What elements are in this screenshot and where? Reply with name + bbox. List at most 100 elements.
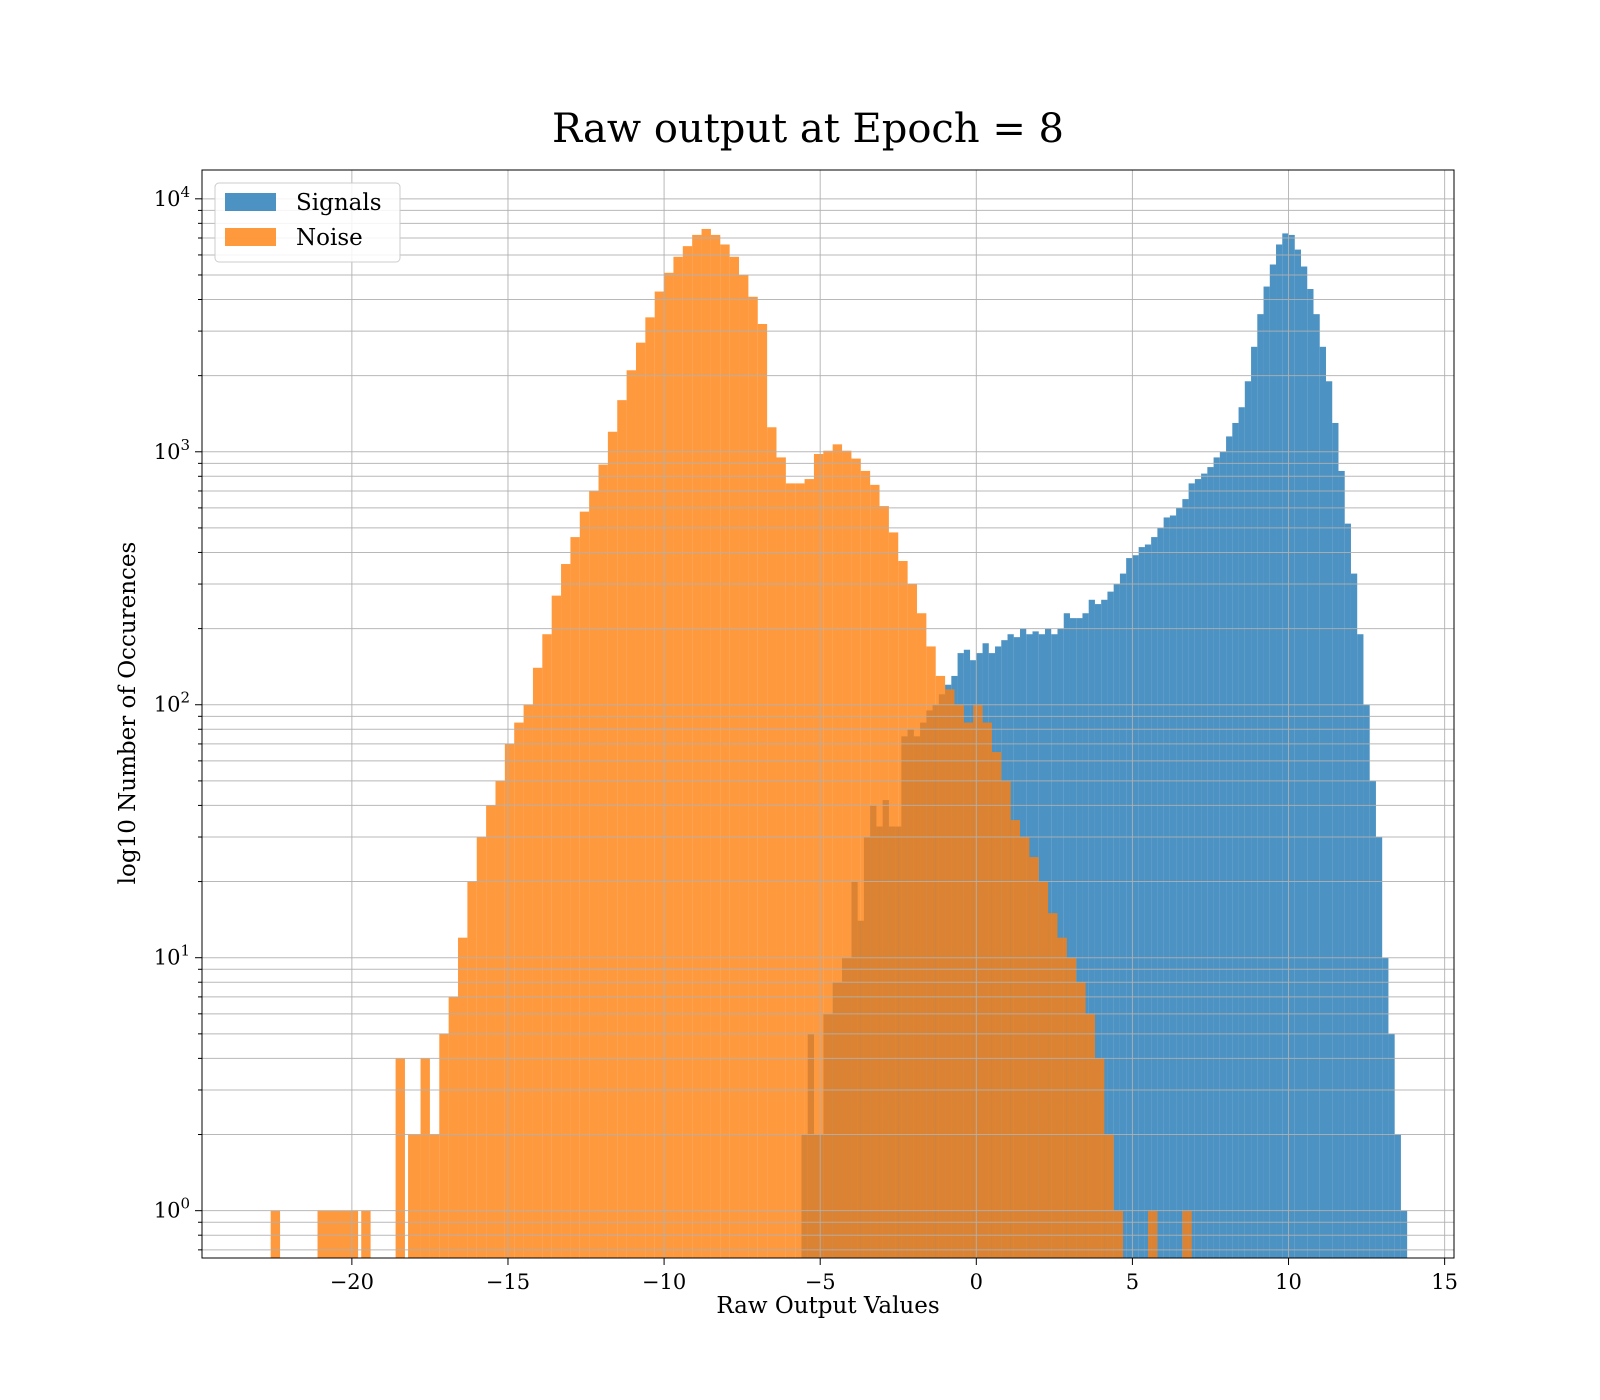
- bar-noise-23: [579, 511, 590, 1258]
- bar-noise-14: [495, 780, 505, 1258]
- bar-noise-75: [1066, 957, 1077, 1258]
- bar-signals-68: [1238, 407, 1245, 1258]
- bar-noise-61: [935, 675, 946, 1258]
- ticks-layer: −20 −15 −10 −5 0 5 10 15 100 101 102 103 104: [154, 183, 1458, 1294]
- grid-layer: [202, 170, 1454, 1258]
- bar-noise-47: [804, 479, 814, 1259]
- bar-signals-76: [1288, 234, 1295, 1258]
- bar-noise-31: [654, 291, 665, 1258]
- x-tick-label-2: −10: [642, 1270, 686, 1294]
- bar-noise-33: [673, 256, 683, 1258]
- bar-noise-73: [1048, 913, 1058, 1258]
- bar-noise-53: [860, 470, 871, 1258]
- legend: Signals Noise: [214, 182, 401, 263]
- y-tick-label-2: 102: [154, 689, 190, 717]
- bar-noise-12: [476, 837, 487, 1258]
- legend-label-noise: Noise: [296, 225, 363, 251]
- bar-signals-79: [1307, 289, 1314, 1258]
- bar-signals-87: [1357, 634, 1364, 1258]
- bar-noise-2: [342, 1210, 359, 1258]
- bar-noise-68: [1001, 780, 1011, 1258]
- bar-signals-43: [1082, 613, 1089, 1258]
- bar-signals-40: [1063, 613, 1070, 1258]
- bar-noise-80: [1113, 1210, 1124, 1258]
- y-tick-label-0: 100: [154, 1195, 190, 1223]
- bar-signals-60: [1188, 483, 1195, 1258]
- bar-signals-91: [1382, 957, 1389, 1258]
- bar-noise-66: [982, 722, 992, 1258]
- plot-frame: [201, 169, 1455, 1259]
- bar-noise-81: [1148, 1210, 1158, 1258]
- bar-noise-44: [776, 457, 786, 1258]
- bar-noise-18: [532, 667, 543, 1258]
- bar-noise-7: [429, 1134, 440, 1258]
- bar-signals-89: [1369, 780, 1376, 1258]
- bar-noise-37: [710, 234, 721, 1258]
- bar-noise-16: [514, 722, 524, 1258]
- bar-signals-41: [1069, 618, 1077, 1258]
- bar-signals-80: [1313, 314, 1320, 1258]
- x-tick-label-5: 5: [1126, 1270, 1139, 1294]
- bar-noise-64: [963, 722, 974, 1258]
- y-axis-label: log10 Number of Occurences: [115, 542, 141, 885]
- bar-noise-17: [523, 704, 533, 1258]
- bar-signals-51: [1132, 555, 1139, 1258]
- bar-signals-65: [1219, 451, 1227, 1258]
- chart-title: Raw output at Epoch = 8: [552, 106, 1064, 152]
- bar-noise-67: [991, 752, 1002, 1258]
- bar-noise-34: [682, 246, 693, 1258]
- bar-signals-81: [1319, 346, 1326, 1258]
- bar-noise-52: [851, 458, 861, 1259]
- bar-noise-63: [954, 704, 964, 1258]
- bar-noise-58: [907, 584, 917, 1258]
- bar-noise-46: [795, 483, 805, 1258]
- bar-signals-44: [1088, 599, 1095, 1258]
- bar-signals-88: [1363, 704, 1370, 1258]
- bar-signals-56: [1163, 517, 1170, 1258]
- bar-noise-74: [1057, 937, 1067, 1258]
- bar-signals-61: [1194, 479, 1202, 1259]
- bar-noise-9: [448, 996, 459, 1258]
- bar-noise-29: [635, 342, 646, 1258]
- bar-noise-27: [617, 400, 627, 1258]
- bar-noise-45: [785, 483, 796, 1258]
- bar-signals-84: [1338, 470, 1345, 1258]
- bar-noise-50: [832, 444, 843, 1259]
- bar-noise-30: [645, 317, 655, 1259]
- bar-noise-71: [1029, 857, 1039, 1258]
- bar-signals-59: [1182, 499, 1189, 1258]
- bar-noise-6: [420, 1058, 430, 1258]
- bar-signals-72: [1263, 286, 1270, 1258]
- bar-signals-69: [1244, 381, 1252, 1258]
- x-tick-label-0: −20: [330, 1270, 374, 1294]
- bar-noise-49: [823, 450, 833, 1258]
- bar-noise-57: [898, 561, 908, 1258]
- bar-noise-32: [664, 272, 674, 1258]
- bar-noise-62: [945, 689, 955, 1258]
- bar-signals-45: [1094, 604, 1102, 1258]
- bar-signals-74: [1276, 244, 1283, 1259]
- bar-noise-78: [1094, 1058, 1105, 1258]
- bar-signals-47: [1107, 591, 1114, 1258]
- bar-signals-75: [1282, 233, 1289, 1258]
- bar-noise-69: [1010, 820, 1021, 1258]
- bar-noise-39: [729, 256, 740, 1258]
- bar-noise-41: [748, 296, 758, 1258]
- bar-noise-65: [973, 704, 983, 1258]
- x-tick-label-3: −5: [805, 1270, 836, 1294]
- bar-noise-79: [1104, 1134, 1114, 1258]
- bar-noise-26: [607, 431, 618, 1258]
- bar-noise-22: [570, 537, 580, 1258]
- bar-noise-21: [561, 564, 571, 1258]
- bar-noise-38: [720, 244, 730, 1259]
- bar-noise-35: [692, 234, 702, 1258]
- bar-signals-57: [1169, 515, 1177, 1258]
- legend-label-signals: Signals: [296, 190, 382, 216]
- bar-noise-70: [1020, 837, 1030, 1258]
- bar-signals-42: [1076, 618, 1083, 1258]
- bar-noise-82: [1182, 1210, 1192, 1258]
- bar-signals-46: [1101, 599, 1108, 1258]
- bar-noise-15: [504, 743, 515, 1258]
- bar-noise-4: [395, 1058, 405, 1258]
- x-tick-label-4: 0: [970, 1270, 983, 1294]
